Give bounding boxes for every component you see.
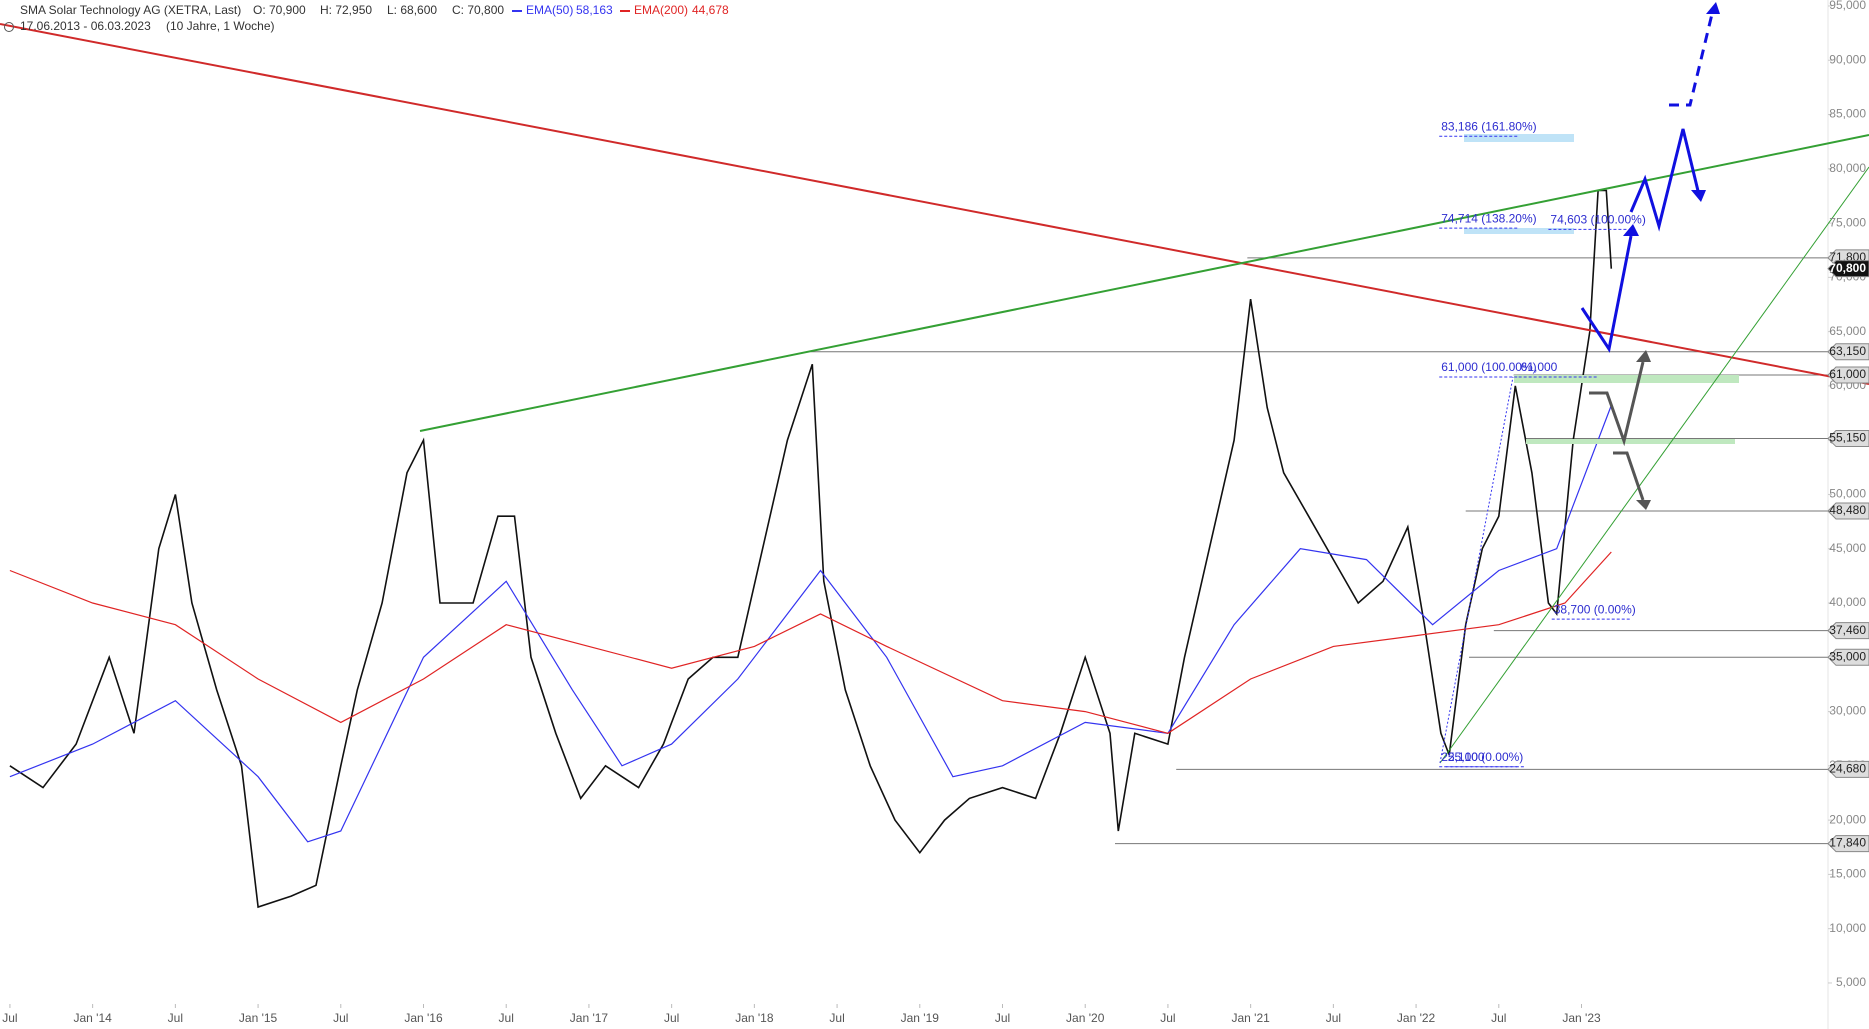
arrow-head (1623, 224, 1639, 236)
trend-line (0, 23, 1869, 385)
x-tick-label: Jul (995, 1011, 1010, 1025)
x-tick-label: Jul (1326, 1011, 1341, 1025)
legend-label: EMA(200) (634, 3, 688, 17)
x-tick-label: Jan '20 (1066, 1011, 1105, 1025)
chart-title: SMA Solar Technology AG (XETRA, Last) (20, 3, 241, 17)
x-tick-label: Jan '17 (570, 1011, 609, 1025)
x-tick-label: Jul (168, 1011, 183, 1025)
ohlc: H: 72,950 (320, 3, 372, 17)
level-label: 24,680 (1829, 761, 1866, 775)
x-tick-label: Jan '22 (1397, 1011, 1436, 1025)
fib-label: 61,000 (1521, 360, 1558, 374)
x-tick-label: Jul (1491, 1011, 1506, 1025)
y-tick-label: 75,000 (1829, 215, 1866, 229)
fib-line (1439, 376, 1514, 764)
x-tick-label: Jul (499, 1011, 514, 1025)
x-tick-label: Jul (333, 1011, 348, 1025)
level-label: 70,800 (1829, 261, 1866, 275)
level-label: 37,460 (1829, 623, 1866, 637)
ema-line (9, 405, 1612, 843)
x-tick-label: Jan '15 (239, 1011, 278, 1025)
level-label: 35,000 (1829, 649, 1866, 663)
legend-label: EMA(50) (526, 3, 573, 17)
y-tick-label: 80,000 (1829, 161, 1866, 175)
trend-line (419, 134, 1869, 432)
fib-label: 61,000 (100.00%) (1441, 360, 1536, 374)
y-tick-label: 40,000 (1829, 595, 1866, 609)
fib-label: 74,714 (138.20%) (1441, 211, 1536, 225)
scenario-arrow (1613, 451, 1645, 501)
forecast-arrow (1669, 13, 1714, 107)
ohlc: O: 70,900 (253, 3, 306, 17)
arrow-head (1691, 190, 1706, 202)
y-tick-label: 65,000 (1829, 324, 1866, 338)
fib-label: 38,700 (0.00%) (1554, 602, 1636, 616)
x-tick-label: Jul (2, 1011, 17, 1025)
arrow-head (1636, 350, 1651, 362)
legend-value: 44,678 (692, 3, 729, 17)
x-tick-label: Jan '19 (901, 1011, 940, 1025)
level-label: 61,000 (1829, 367, 1866, 381)
y-tick-label: 95,000 (1829, 0, 1866, 12)
y-tick-label: 10,000 (1829, 921, 1866, 935)
ema-line (9, 551, 1612, 734)
level-tag (1827, 622, 1869, 640)
fib-label: 25,100 (0.00%) (1441, 750, 1523, 764)
x-tick-label: Jan '16 (404, 1011, 443, 1025)
y-tick-label: 30,000 (1829, 704, 1866, 718)
scenario-arrow (1589, 361, 1645, 447)
ohlc: L: 68,600 (387, 3, 437, 17)
period: (10 Jahre, 1 Woche) (166, 19, 275, 33)
level-tag (1827, 260, 1869, 278)
y-tick-label: 50,000 (1829, 487, 1866, 501)
arrow-head (1636, 500, 1651, 510)
x-tick-label: Jul (664, 1011, 679, 1025)
y-tick-label: 5,000 (1836, 975, 1866, 989)
level-label: 55,150 (1829, 431, 1866, 445)
x-tick-label: Jul (1160, 1011, 1175, 1025)
level-tag (1827, 502, 1869, 520)
level-tag (1827, 760, 1869, 778)
fib-zone (1464, 134, 1574, 142)
level-tag (1827, 366, 1869, 384)
y-tick-label: 90,000 (1829, 52, 1866, 66)
trend-line (1439, 166, 1869, 764)
level-label: 63,150 (1829, 344, 1866, 358)
fib-label: 83,186 (161.80%) (1441, 119, 1536, 133)
x-tick-label: Jan '14 (73, 1011, 112, 1025)
clock-icon (4, 22, 14, 32)
price-line (9, 189, 1613, 909)
date-range: 17.06.2013 - 06.03.2023 (20, 19, 151, 33)
y-tick-label: 15,000 (1829, 867, 1866, 881)
y-tick-label: 45,000 (1829, 541, 1866, 555)
support-zone (1526, 439, 1735, 444)
forecast-arrow (1629, 128, 1701, 232)
level-label: 17,840 (1829, 836, 1866, 850)
level-tag (1827, 835, 1869, 853)
support-zone (1514, 375, 1739, 383)
x-tick-label: Jul (829, 1011, 844, 1025)
level-tag (1827, 343, 1869, 361)
x-tick-label: Jan '18 (735, 1011, 774, 1025)
level-tag (1827, 648, 1869, 666)
fib-label: 74,603 (100.00%) (1550, 213, 1645, 227)
level-tag (1827, 430, 1869, 448)
fib-label: 25,100 (1448, 750, 1485, 764)
x-tick-label: Jan '21 (1231, 1011, 1270, 1025)
x-tick-label: Jan '23 (1562, 1011, 1601, 1025)
y-tick-label: 20,000 (1829, 812, 1866, 826)
level-label: 48,480 (1829, 503, 1866, 517)
y-tick-label: 85,000 (1829, 107, 1866, 121)
fib-zone (1464, 228, 1574, 234)
forecast-arrow (1580, 235, 1633, 353)
ohlc: C: 70,800 (452, 3, 504, 17)
arrow-head (1706, 2, 1720, 14)
legend-value: 58,163 (576, 3, 613, 17)
